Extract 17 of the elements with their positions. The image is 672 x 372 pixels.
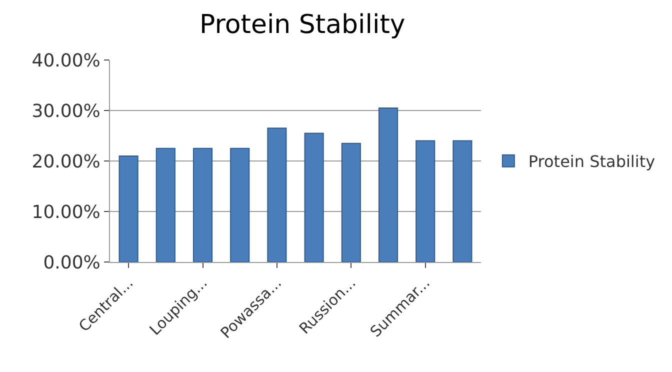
bar [378, 107, 398, 262]
legend-label: Protein Stability [528, 152, 656, 172]
chart-title: Protein Stability [200, 10, 406, 40]
bar [304, 132, 324, 262]
bar [192, 148, 213, 262]
bar [118, 155, 138, 262]
bar [230, 148, 250, 262]
y-tick-label: 30.00% [32, 100, 100, 122]
y-tick-label: 40.00% [32, 50, 100, 72]
bar [341, 142, 361, 262]
bar [156, 148, 176, 262]
bar [416, 140, 436, 262]
bar [452, 140, 472, 262]
y-tick-label: 20.00% [32, 151, 100, 172]
bar [267, 128, 287, 262]
y-tick-label: 0.00% [43, 252, 100, 274]
y-tick-label: 10.00% [32, 202, 100, 223]
